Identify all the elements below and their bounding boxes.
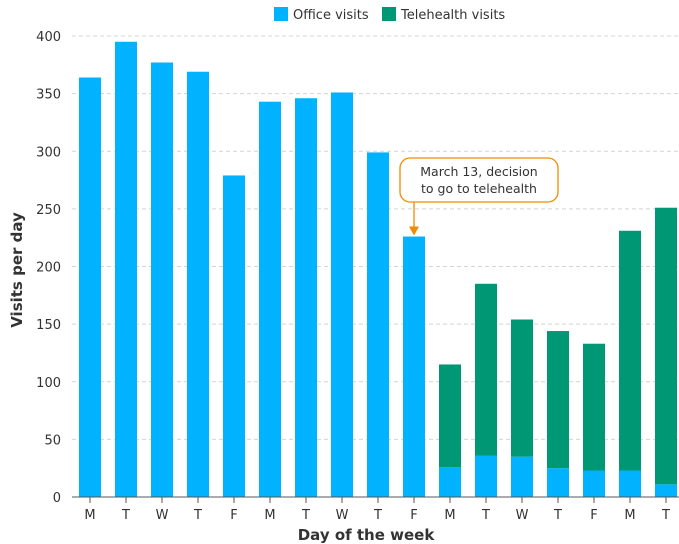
x-tick-label: W — [156, 508, 169, 523]
legend: Office visits Telehealth visits — [274, 7, 505, 23]
bar-office-visits — [223, 175, 245, 497]
x-tick-label: F — [410, 508, 417, 523]
x-tick-label: M — [624, 508, 635, 523]
annotation-line-2: to go to telehealth — [421, 181, 537, 196]
y-tick-label: 0 — [53, 491, 61, 506]
bar-office-visits — [79, 77, 101, 498]
legend-label-telehealth: Telehealth visits — [400, 8, 505, 23]
bar-telehealth-visits — [547, 331, 569, 469]
legend-swatch-office — [274, 7, 288, 21]
x-tick-label: M — [84, 508, 95, 523]
bar-office-visits — [511, 456, 533, 497]
bar-telehealth-visits — [511, 319, 533, 457]
bar-telehealth-visits — [655, 207, 677, 485]
x-axis-title: Day of the week — [298, 526, 436, 544]
x-tick-label: W — [516, 508, 529, 523]
bar-office-visits — [475, 455, 497, 497]
bar-office-visits — [367, 152, 389, 497]
x-tick-label: T — [481, 508, 490, 523]
y-tick-label: 150 — [36, 318, 61, 333]
bar-telehealth-visits — [475, 283, 497, 456]
x-tick-label: T — [553, 508, 562, 523]
x-tick-label: F — [590, 508, 597, 523]
axis-ticks: 0 50 100 150 200 250 300 350 400 M T W T F M T W T F M T W T F M… — [36, 30, 670, 523]
bar-telehealth-visits — [583, 343, 605, 471]
bar-office-visits — [259, 101, 281, 497]
legend-swatch-telehealth — [382, 7, 396, 21]
x-tick-label: T — [301, 508, 310, 523]
annotation-line-1: March 13, decision — [420, 164, 537, 179]
bar-office-visits — [439, 467, 461, 497]
x-tick-label: T — [193, 508, 202, 523]
bar-office-visits — [115, 41, 137, 497]
bars — [79, 41, 677, 498]
y-tick-label: 250 — [36, 203, 61, 218]
bar-telehealth-visits — [619, 230, 641, 471]
y-tick-label: 100 — [36, 376, 61, 391]
y-tick-label: 350 — [36, 88, 61, 103]
bar-office-visits — [547, 468, 569, 497]
bar-office-visits — [655, 484, 677, 497]
y-tick-label: 200 — [36, 261, 61, 276]
annotation-arrow-head — [409, 226, 419, 236]
x-tick-label: T — [121, 508, 130, 523]
legend-label-office: Office visits — [293, 8, 369, 23]
annotation: March 13, decision to go to telehealth — [399, 157, 559, 236]
bar-office-visits — [151, 62, 173, 497]
bar-office-visits — [187, 71, 209, 497]
y-axis-title: Visits per day — [8, 212, 26, 328]
y-tick-label: 50 — [44, 433, 61, 448]
bar-office-visits — [403, 236, 425, 497]
annotation-box — [399, 157, 559, 203]
bar-office-visits — [295, 98, 317, 498]
bar-office-visits — [619, 470, 641, 497]
bar-office-visits — [331, 92, 353, 497]
y-tick-label: 300 — [36, 145, 61, 160]
x-tick-label: T — [373, 508, 382, 523]
bar-office-visits — [583, 470, 605, 497]
x-tick-label: M — [264, 508, 275, 523]
x-tick-label: M — [444, 508, 455, 523]
y-tick-label: 400 — [36, 30, 61, 45]
x-tick-label: T — [661, 508, 670, 523]
x-tick-label: W — [336, 508, 349, 523]
x-tick-label: F — [230, 508, 237, 523]
bar-telehealth-visits — [439, 364, 461, 468]
gridlines — [72, 35, 679, 440]
